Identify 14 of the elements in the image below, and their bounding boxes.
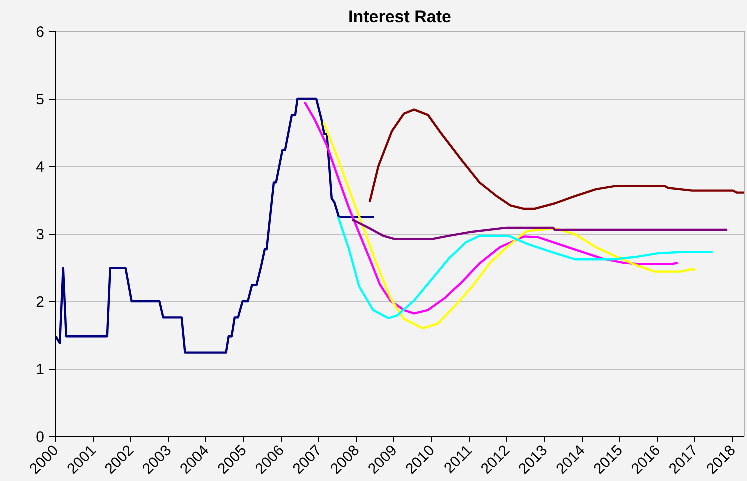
line-series bbox=[337, 216, 714, 320]
line-series bbox=[368, 108, 744, 210]
y-tick-label: 0 bbox=[36, 429, 44, 446]
line-series bbox=[322, 122, 697, 330]
y-tick-label: 5 bbox=[36, 92, 44, 108]
y-tick-label: 4 bbox=[36, 159, 44, 176]
line-series bbox=[352, 218, 729, 240]
y-tick-label: 1 bbox=[36, 362, 44, 378]
y-tick-label: 2 bbox=[36, 294, 44, 311]
chart-title: Interest Rate bbox=[348, 8, 452, 26]
y-tick-label: 6 bbox=[36, 24, 44, 41]
line-series bbox=[56, 98, 376, 354]
y-tick-label: 3 bbox=[36, 226, 44, 244]
line-series bbox=[304, 101, 680, 315]
